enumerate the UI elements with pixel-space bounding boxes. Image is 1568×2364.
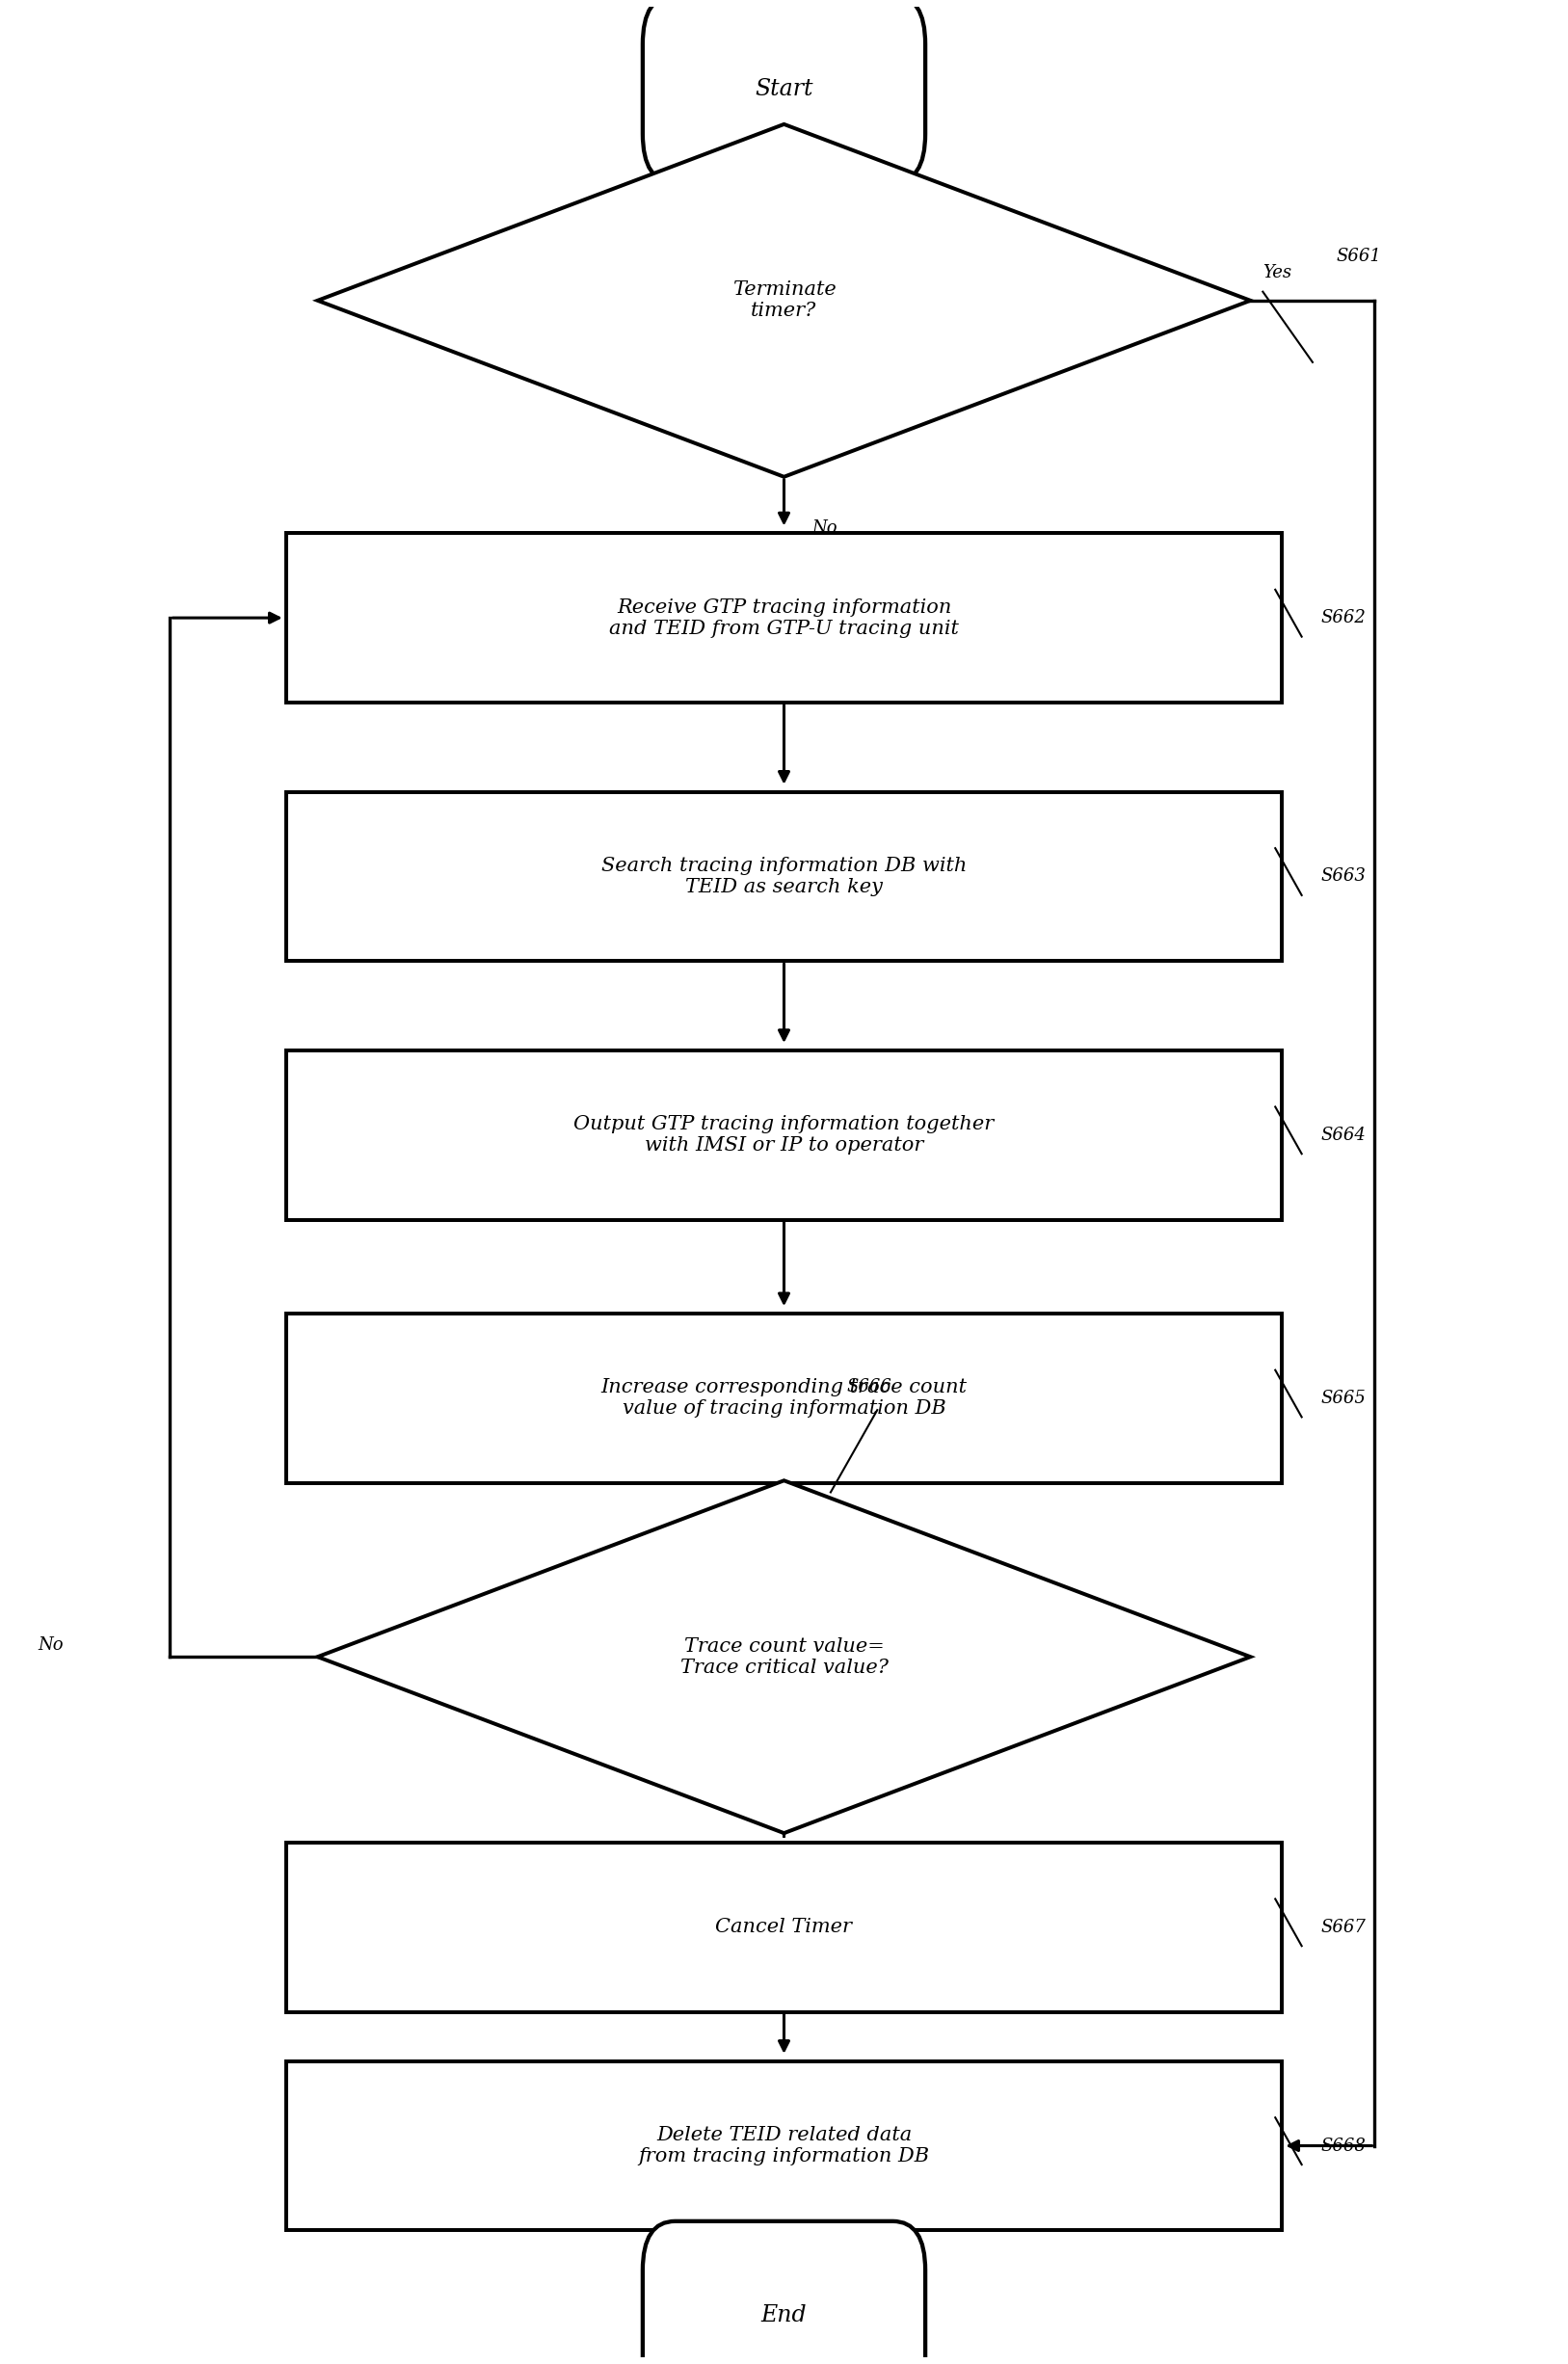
FancyBboxPatch shape <box>643 2222 925 2364</box>
Text: Increase corresponding trace count
value of tracing information DB: Increase corresponding trace count value… <box>601 1378 967 1418</box>
Text: Terminate
timer?: Terminate timer? <box>732 281 836 319</box>
Text: S662: S662 <box>1320 610 1366 626</box>
Bar <box>287 1314 1281 1482</box>
Text: Trace count value=
Trace critical value?: Trace count value= Trace critical value? <box>681 1636 887 1676</box>
Text: S663: S663 <box>1320 868 1366 884</box>
Text: No: No <box>38 1636 63 1655</box>
Bar <box>287 2061 1281 2229</box>
FancyBboxPatch shape <box>643 0 925 182</box>
Text: S665: S665 <box>1320 1390 1366 1407</box>
Text: Cancel Timer: Cancel Timer <box>715 1917 853 1936</box>
Text: End: End <box>760 2305 808 2326</box>
Text: S664: S664 <box>1320 1125 1366 1144</box>
Text: Yes: Yes <box>1262 265 1292 281</box>
Text: S666: S666 <box>847 1378 891 1395</box>
Text: No: No <box>812 520 837 537</box>
Text: S667: S667 <box>1320 1920 1366 1936</box>
Bar <box>287 792 1281 962</box>
Polygon shape <box>318 125 1250 478</box>
Bar <box>287 1050 1281 1220</box>
Text: Yes: Yes <box>812 1875 840 1894</box>
Bar <box>287 1842 1281 2012</box>
Text: Start: Start <box>754 78 814 99</box>
Polygon shape <box>318 1480 1250 1832</box>
Bar <box>287 534 1281 702</box>
Text: Receive GTP tracing information
and TEID from GTP-U tracing unit: Receive GTP tracing information and TEID… <box>608 598 960 638</box>
Text: Output GTP tracing information together
with IMSI or IP to operator: Output GTP tracing information together … <box>574 1116 994 1154</box>
Text: Search tracing information DB with
TEID as search key: Search tracing information DB with TEID … <box>601 856 967 896</box>
Text: S668: S668 <box>1320 2137 1366 2154</box>
Text: Delete TEID related data
from tracing information DB: Delete TEID related data from tracing in… <box>638 2125 930 2165</box>
Text: S661: S661 <box>1336 248 1381 265</box>
